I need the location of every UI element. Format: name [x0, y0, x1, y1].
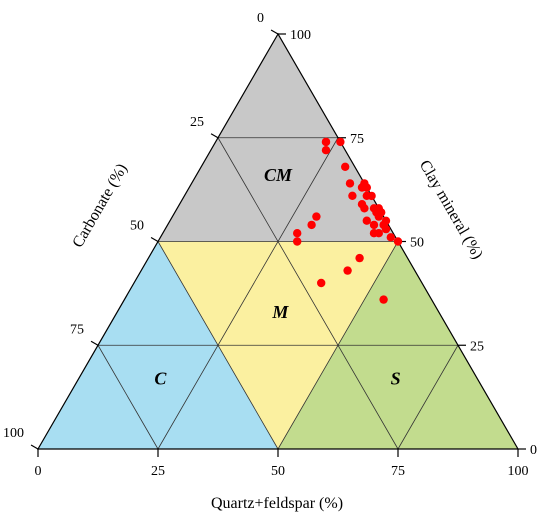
data-point	[336, 137, 345, 147]
tick-label-right: 50	[410, 236, 424, 251]
axis-title-right: Clay mineral (%)	[416, 157, 486, 262]
data-point	[374, 229, 383, 238]
axis-title-left: Carbonate (%)	[69, 161, 131, 251]
grid-line-quartz-50	[277, 241, 399, 450]
tick-label-right: 100	[290, 28, 311, 43]
tick-mark-left	[30, 444, 39, 450]
region-label-cm: CM	[264, 165, 293, 185]
region-label-m: M	[271, 302, 289, 322]
data-point	[355, 253, 364, 263]
tick-label-left: 50	[130, 219, 144, 234]
tick-label-bottom: 25	[151, 464, 165, 479]
data-point	[293, 229, 302, 238]
data-point	[362, 216, 371, 225]
data-point	[345, 179, 355, 188]
data-point	[321, 137, 331, 147]
grid-line-carbonate-50	[157, 241, 279, 450]
region-label-c: C	[154, 369, 167, 389]
data-point	[374, 212, 383, 221]
data-point	[341, 162, 350, 171]
data-point	[369, 220, 379, 230]
data-point	[307, 220, 316, 230]
tick-label-left: 100	[3, 426, 24, 441]
region-label-s: S	[391, 369, 401, 389]
tick-mark-left	[150, 236, 159, 243]
tick-label-right: 75	[350, 132, 364, 147]
tick-mark-left	[90, 340, 99, 346]
data-point	[312, 212, 321, 221]
tick-label-bottom: 75	[391, 464, 405, 479]
data-point	[343, 266, 352, 275]
grid-layer	[97, 137, 459, 450]
data-point	[393, 237, 403, 246]
grid-line-quartz-25	[157, 137, 339, 450]
data-point	[386, 233, 395, 242]
tick-mark-left	[210, 133, 219, 139]
data-point	[348, 191, 357, 200]
tick-mark-left	[270, 29, 279, 35]
grid-line-quartz-75	[397, 345, 459, 450]
grid-line-carbonate-25	[217, 137, 399, 450]
tick-label-left: 0	[257, 11, 264, 26]
tick-label-bottom: 0	[35, 464, 42, 479]
tick-label-bottom: 100	[508, 464, 529, 479]
data-point	[381, 224, 391, 234]
data-point	[379, 295, 388, 304]
tick-label-left: 75	[70, 322, 84, 337]
data-point	[360, 204, 369, 213]
data-point	[317, 278, 326, 288]
data-point	[362, 191, 371, 200]
axis-title-bottom: Quartz+feldspar (%)	[211, 495, 343, 512]
data-point	[293, 237, 302, 246]
data-point	[321, 146, 331, 155]
grid-line-carbonate-75	[97, 345, 159, 450]
tick-label-right: 0	[530, 443, 537, 458]
data-point	[357, 183, 367, 192]
tick-label-left: 25	[190, 115, 204, 130]
points-layer	[293, 137, 403, 304]
tick-label-bottom: 50	[271, 464, 285, 479]
tick-label-right: 25	[470, 339, 484, 354]
